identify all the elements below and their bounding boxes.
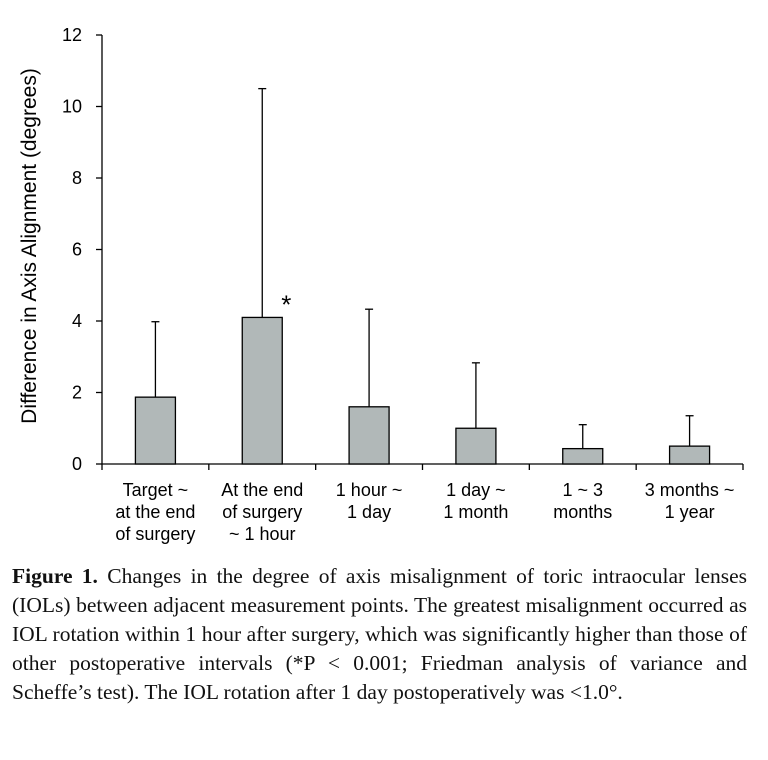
y-tick-label: 4	[72, 311, 82, 331]
x-category-label-line: of surgery	[115, 524, 195, 544]
x-category-label-line: 3 months ~	[645, 480, 735, 500]
x-category-label: Target ~ at the end of surgery	[115, 480, 195, 544]
x-category-label-line: 1 day ~	[446, 480, 506, 500]
x-category-label-line: at the end	[115, 502, 195, 522]
y-tick-label: 2	[72, 383, 82, 403]
y-tick-label: 0	[72, 454, 82, 474]
caption-label: Figure 1.	[12, 564, 98, 588]
x-category-label: At the end of surgery ~ 1 hour	[221, 480, 303, 544]
x-category-label-line: ~ 1 hour	[229, 524, 296, 544]
bar	[134, 396, 177, 465]
figure-caption: Figure 1. Changes in the degree of axis …	[12, 562, 747, 707]
bar	[348, 406, 390, 465]
bar	[668, 445, 711, 465]
x-category-label-line: 1 day	[347, 502, 391, 522]
caption-text: Changes in the degree of axis misalignme…	[12, 564, 748, 704]
x-category-label: 3 months ~1 year	[645, 480, 735, 522]
y-axis-label: Difference in Axis Alignment (degrees)	[18, 68, 41, 424]
bar	[562, 447, 604, 465]
x-category-label-line: of surgery	[222, 502, 302, 522]
y-tick-label: 8	[72, 168, 82, 188]
x-category-label: 1 day ~1 month	[443, 480, 508, 522]
x-category-label-line: At the end	[221, 480, 303, 500]
x-category-label: 1 ~ 3 months	[553, 480, 612, 522]
x-category-label-line: months	[553, 502, 612, 522]
x-category-label-line: 1 ~ 3	[562, 480, 603, 500]
y-tick-label: 6	[72, 240, 82, 260]
x-category-label-line: 1 hour ~	[336, 480, 403, 500]
bar	[241, 316, 283, 465]
y-tick-label: 12	[62, 25, 82, 45]
x-category-label-line: Target ~	[123, 480, 189, 500]
bar	[455, 427, 497, 465]
x-category-label-line: 1 year	[665, 502, 715, 522]
x-category-label: 1 hour ~1 day	[336, 480, 403, 522]
significance-asterisk: *	[281, 289, 291, 319]
x-category-label-line: 1 month	[443, 502, 508, 522]
y-tick-label: 10	[62, 97, 82, 117]
